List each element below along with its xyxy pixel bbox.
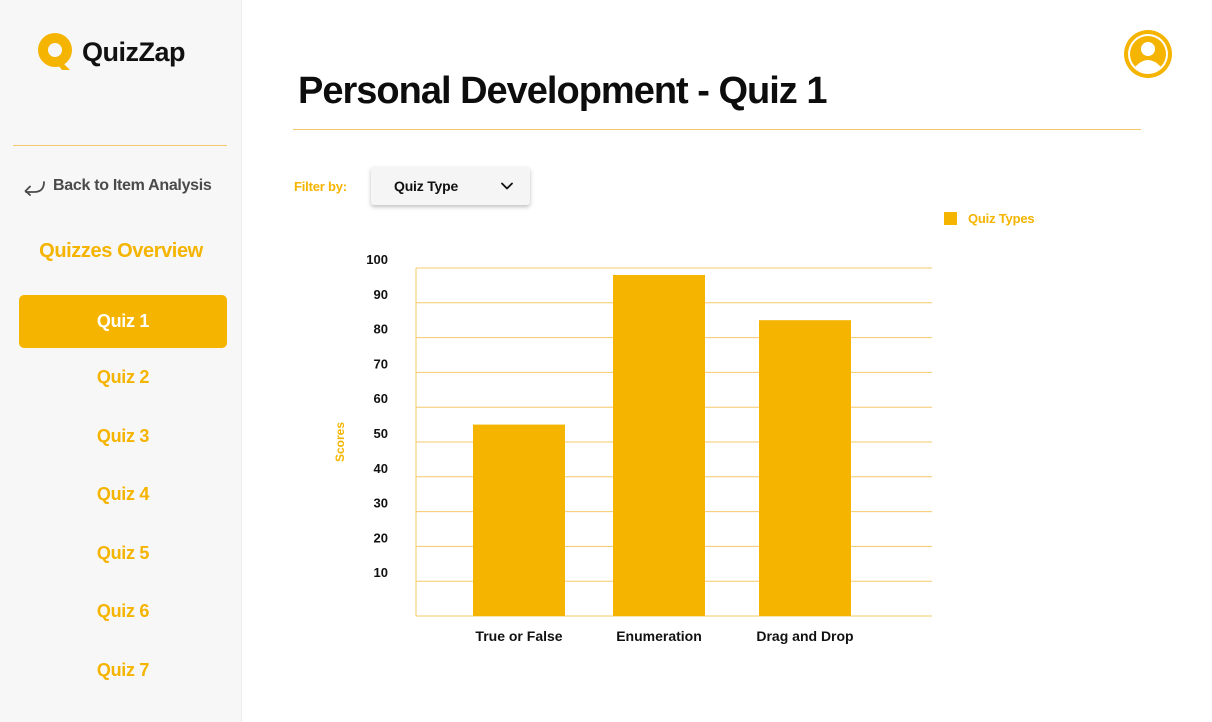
sidebar-item-quiz-3[interactable]: Quiz 3 — [19, 407, 227, 466]
bar-enumeration — [613, 275, 705, 616]
bar-true-or-false — [473, 425, 565, 616]
brand-name: QuizZap — [82, 37, 185, 68]
brand-logo[interactable]: QuizZap — [36, 32, 185, 72]
legend-swatch — [944, 212, 957, 225]
y-tick-label: 70 — [374, 356, 388, 371]
quiz-nav-list: Quiz 1 Quiz 2 Quiz 3 Quiz 4 Quiz 5 Quiz … — [19, 295, 227, 699]
user-avatar-icon[interactable] — [1123, 29, 1173, 79]
sidebar-item-quiz-5[interactable]: Quiz 5 — [19, 524, 227, 583]
y-tick-label: 30 — [374, 496, 388, 511]
x-category-label: True or False — [475, 628, 562, 644]
chart-legend: Quiz Types — [944, 211, 1034, 226]
chevron-down-icon — [500, 179, 514, 193]
y-tick-label: 20 — [374, 530, 388, 545]
sidebar-item-quiz-4[interactable]: Quiz 4 — [19, 465, 227, 524]
filter-selected-value: Quiz Type — [394, 178, 458, 194]
x-category-label: Enumeration — [616, 628, 702, 644]
back-arrow-icon — [22, 176, 46, 196]
y-axis-label: Scores — [333, 422, 347, 462]
filter-label: Filter by: — [294, 179, 347, 194]
y-tick-label: 60 — [374, 391, 388, 406]
bar-chart: 10 20 30 40 50 60 70 80 90 100 Scores True or False… — [320, 250, 960, 660]
x-category-label: Drag and Drop — [756, 628, 853, 644]
y-tick-label: 90 — [374, 287, 388, 302]
title-divider — [293, 129, 1141, 130]
quiz-type-filter-dropdown[interactable]: Quiz Type — [371, 167, 530, 205]
y-tick-label: 40 — [374, 461, 388, 476]
sidebar-item-quiz-1[interactable]: Quiz 1 — [19, 295, 227, 348]
back-to-item-analysis-link[interactable]: Back to Item Analysis — [22, 176, 212, 196]
y-tick-label: 100 — [366, 252, 388, 267]
y-tick-label: 10 — [374, 565, 388, 580]
y-tick-label: 80 — [374, 322, 388, 337]
sidebar-item-quiz-2[interactable]: Quiz 2 — [19, 348, 227, 407]
page-title: Personal Development - Quiz 1 — [298, 70, 826, 113]
quizzes-overview-heading: Quizzes Overview — [0, 240, 242, 263]
quizzap-logo-icon — [36, 32, 76, 72]
sidebar-item-quiz-7[interactable]: Quiz 7 — [19, 641, 227, 700]
sidebar-item-quiz-6[interactable]: Quiz 6 — [19, 582, 227, 641]
legend-label: Quiz Types — [968, 211, 1034, 226]
sidebar-divider — [13, 145, 227, 146]
back-link-label: Back to Item Analysis — [53, 177, 212, 195]
y-tick-label: 50 — [374, 426, 388, 441]
sidebar: QuizZap Back to Item Analysis Quizzes Ov… — [0, 0, 242, 722]
bar-drag-and-drop — [759, 320, 851, 616]
